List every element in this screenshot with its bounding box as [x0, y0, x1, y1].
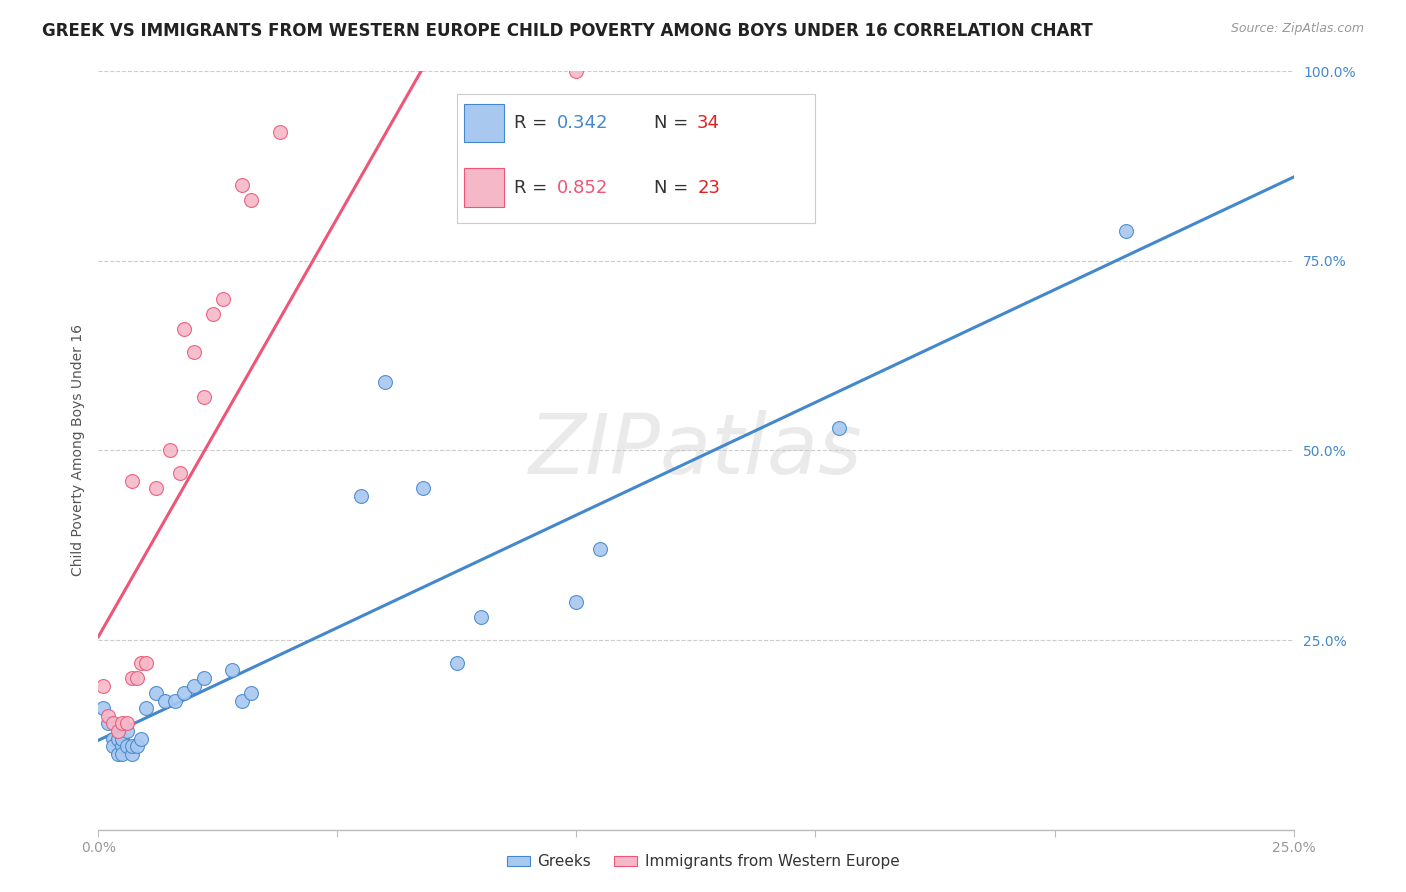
Point: [121, 739, 143, 753]
Point: [231, 694, 253, 708]
Point: [193, 391, 215, 405]
Point: [159, 443, 181, 458]
Point: [111, 747, 134, 761]
Point: [565, 64, 588, 78]
Point: [125, 671, 148, 685]
Point: [470, 610, 492, 624]
Point: [111, 739, 134, 753]
Point: [115, 716, 138, 731]
Point: [221, 664, 243, 678]
Point: [446, 656, 468, 670]
Point: [101, 739, 124, 753]
Point: [183, 344, 205, 359]
Point: [135, 656, 157, 670]
Point: [107, 724, 129, 739]
Point: [115, 724, 138, 739]
Point: [163, 694, 186, 708]
Point: [111, 731, 134, 746]
Point: [131, 656, 153, 670]
Point: [121, 671, 143, 685]
Point: [107, 747, 129, 761]
Y-axis label: Child Poverty Among Boys Under 16: Child Poverty Among Boys Under 16: [70, 325, 84, 576]
Point: [97, 708, 120, 723]
Point: [412, 482, 434, 496]
Point: [828, 421, 851, 435]
Point: [121, 474, 143, 488]
Point: [183, 678, 205, 692]
Text: Source: ZipAtlas.com: Source: ZipAtlas.com: [1230, 22, 1364, 36]
Point: [115, 739, 138, 753]
Point: [107, 731, 129, 746]
Point: [565, 595, 588, 609]
Point: [231, 178, 253, 193]
Point: [589, 542, 612, 557]
Text: GREEK VS IMMIGRANTS FROM WESTERN EUROPE CHILD POVERTY AMONG BOYS UNDER 16 CORREL: GREEK VS IMMIGRANTS FROM WESTERN EUROPE …: [42, 22, 1092, 40]
Point: [350, 489, 373, 503]
Point: [211, 292, 233, 306]
Point: [269, 125, 291, 139]
Point: [145, 482, 167, 496]
Point: [173, 322, 195, 336]
Text: ZIPatlas: ZIPatlas: [529, 410, 863, 491]
Legend: Greeks, Immigrants from Western Europe: Greeks, Immigrants from Western Europe: [501, 848, 905, 875]
Point: [91, 678, 114, 692]
Point: [121, 747, 143, 761]
Point: [374, 376, 396, 390]
Point: [145, 686, 167, 700]
Point: [125, 739, 148, 753]
Point: [101, 731, 124, 746]
Point: [1115, 223, 1137, 237]
Point: [240, 194, 263, 208]
Point: [97, 716, 120, 731]
Point: [131, 731, 153, 746]
Point: [169, 467, 191, 481]
Point: [202, 307, 225, 321]
Point: [135, 701, 157, 715]
Point: [91, 701, 114, 715]
Point: [155, 694, 177, 708]
Point: [193, 671, 215, 685]
Point: [101, 716, 124, 731]
Point: [240, 686, 263, 700]
Point: [173, 686, 195, 700]
Point: [111, 716, 134, 731]
